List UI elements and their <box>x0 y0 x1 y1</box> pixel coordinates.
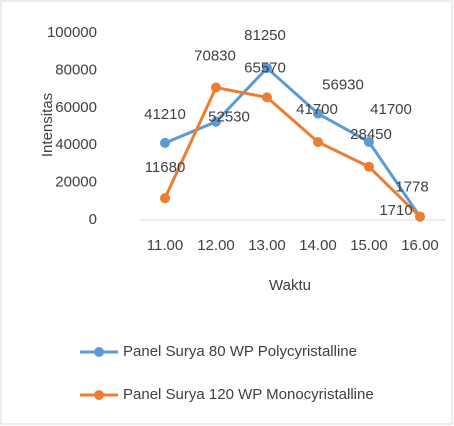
legend-marker <box>94 390 104 400</box>
data-point <box>262 63 272 74</box>
data-point <box>415 211 425 222</box>
x-axis-title: Waktu <box>269 277 311 294</box>
data-point <box>364 161 374 172</box>
legend-label: Panel Surya 80 WP Polycyristalline <box>123 343 357 360</box>
y-tick-label: 80000 <box>55 61 97 78</box>
data-label: 56930 <box>322 77 364 94</box>
data-label: 28450 <box>350 126 392 143</box>
data-label: 52530 <box>208 109 250 126</box>
y-tick-label: 40000 <box>55 136 97 153</box>
y-tick-label: 60000 <box>55 99 97 116</box>
series-line <box>163 86 422 218</box>
data-point <box>262 92 272 103</box>
x-tick-label: 14.00 <box>299 237 337 254</box>
legend-label: Panel Surya 120 WP Monocyristalline <box>123 386 374 403</box>
x-tick-label: 16.00 <box>401 237 439 254</box>
data-point <box>313 108 323 119</box>
y-axis-title: Intensitas <box>39 93 56 157</box>
data-label: 65570 <box>244 59 286 76</box>
data-label: 1710 <box>379 202 412 219</box>
series-line <box>164 66 422 218</box>
data-point <box>160 193 170 204</box>
x-tick-label: 13.00 <box>248 237 286 254</box>
x-tick-label: 12.00 <box>197 237 235 254</box>
x-tick-label: 15.00 <box>350 237 388 254</box>
x-tick-label: 11.00 <box>147 237 183 254</box>
y-tick-label: 0 <box>89 211 97 228</box>
data-point <box>211 116 221 127</box>
data-label: 70830 <box>194 48 236 65</box>
data-label: 81250 <box>244 27 286 44</box>
data-label: 41210 <box>144 106 186 123</box>
data-point <box>313 137 323 148</box>
data-label: 11680 <box>145 159 186 176</box>
data-label: 1778 <box>395 179 428 196</box>
y-tick-label: 100000 <box>47 24 97 41</box>
y-tick-label: 20000 <box>55 174 97 191</box>
legend-marker <box>94 347 104 357</box>
data-point <box>211 82 221 93</box>
data-label: 41700 <box>296 101 338 118</box>
data-label: 41700 <box>370 101 412 118</box>
data-point <box>364 137 374 148</box>
data-point <box>160 137 170 148</box>
